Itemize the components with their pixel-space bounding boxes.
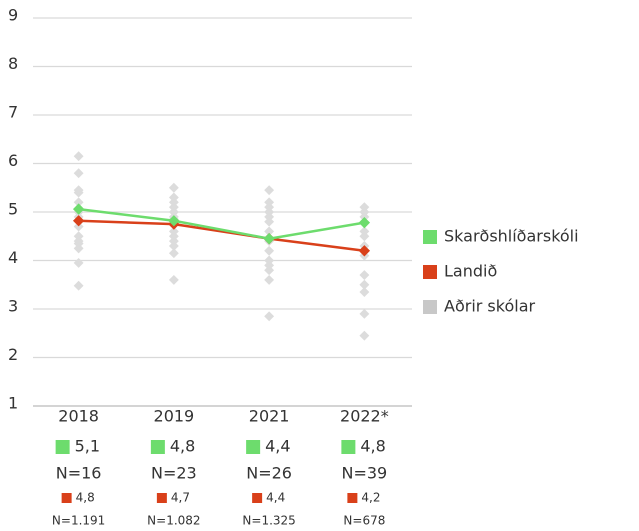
series-line xyxy=(78,219,365,253)
other-school-point xyxy=(359,270,370,280)
value-swatch xyxy=(55,440,70,454)
y-tick-label: 1 xyxy=(8,394,18,413)
value-label: 4,4 xyxy=(265,437,290,456)
series-point xyxy=(263,233,275,245)
other-school-point xyxy=(359,330,370,341)
y-tick-label: 9 xyxy=(8,6,18,25)
y-tick-label: 4 xyxy=(8,248,18,267)
x-tick-label: 2019 xyxy=(154,407,195,426)
y-tick-label: 8 xyxy=(8,54,18,73)
other-school-point xyxy=(264,216,275,227)
other-school-point xyxy=(73,151,84,162)
other-school-point xyxy=(264,311,275,322)
n-label: N=39 xyxy=(342,464,388,483)
x-tick-label: 2018 xyxy=(58,407,99,426)
legend-swatch xyxy=(423,230,437,244)
value-swatch xyxy=(252,493,263,503)
n-label: N=23 xyxy=(151,464,197,483)
other-school-point xyxy=(264,226,275,237)
other-school-point xyxy=(73,243,84,254)
other-school-point xyxy=(264,274,275,285)
x-tick-label: 2022* xyxy=(340,407,389,426)
value-label: 4,8 xyxy=(360,437,385,456)
other-school-point xyxy=(73,168,84,179)
other-school-point xyxy=(73,280,84,291)
other-school-point xyxy=(264,185,275,196)
other-school-point xyxy=(73,257,84,268)
value-swatch xyxy=(341,440,356,454)
value-label: 4,8 xyxy=(170,437,195,456)
value-label: 4,2 xyxy=(361,491,380,505)
value-swatch xyxy=(246,440,261,454)
legend-swatch xyxy=(423,300,437,314)
value-swatch xyxy=(347,493,358,503)
y-tick-label: 3 xyxy=(8,297,18,316)
n-label: N=1.191 xyxy=(52,514,105,528)
other-school-point xyxy=(168,241,179,251)
n-label: N=16 xyxy=(56,464,102,483)
legend-label: Landið xyxy=(444,262,497,281)
other-school-point xyxy=(359,308,370,319)
other-school-point xyxy=(264,245,275,256)
value-swatch xyxy=(61,493,72,503)
y-tick-label: 5 xyxy=(8,200,18,219)
other-school-point xyxy=(168,274,179,285)
series-point xyxy=(358,245,371,257)
other-school-point xyxy=(168,248,179,259)
other-school-point xyxy=(264,265,275,276)
value-label: 4,4 xyxy=(266,491,285,505)
y-tick-label: 7 xyxy=(8,103,18,122)
legend-label: Skarðshlíðarskóli xyxy=(444,227,579,246)
series-line xyxy=(78,207,365,240)
x-tick-label: 2021 xyxy=(249,407,290,426)
n-label: N=1.325 xyxy=(242,514,295,528)
other-school-point xyxy=(73,187,84,198)
value-label: 4,8 xyxy=(76,491,95,505)
value-label: 4,7 xyxy=(171,491,190,505)
y-tick-label: 6 xyxy=(8,151,18,170)
legend-swatch xyxy=(423,265,437,279)
other-school-point xyxy=(168,182,179,193)
other-school-point xyxy=(73,197,84,208)
n-label: N=1.082 xyxy=(147,514,200,528)
other-school-point xyxy=(359,211,370,222)
other-school-point xyxy=(359,287,370,297)
y-tick-label: 2 xyxy=(8,345,18,364)
legend-label: Aðrir skólar xyxy=(444,297,535,316)
value-swatch xyxy=(156,493,167,503)
n-label: N=678 xyxy=(343,514,385,528)
n-label: N=26 xyxy=(246,464,292,483)
other-school-point xyxy=(359,279,370,290)
series-point xyxy=(72,203,85,215)
value-label: 5,1 xyxy=(75,437,100,456)
other-school-point xyxy=(359,231,370,242)
series-point xyxy=(168,215,180,227)
value-swatch xyxy=(150,440,165,454)
other-school-point xyxy=(73,221,84,232)
series-point xyxy=(358,217,371,229)
